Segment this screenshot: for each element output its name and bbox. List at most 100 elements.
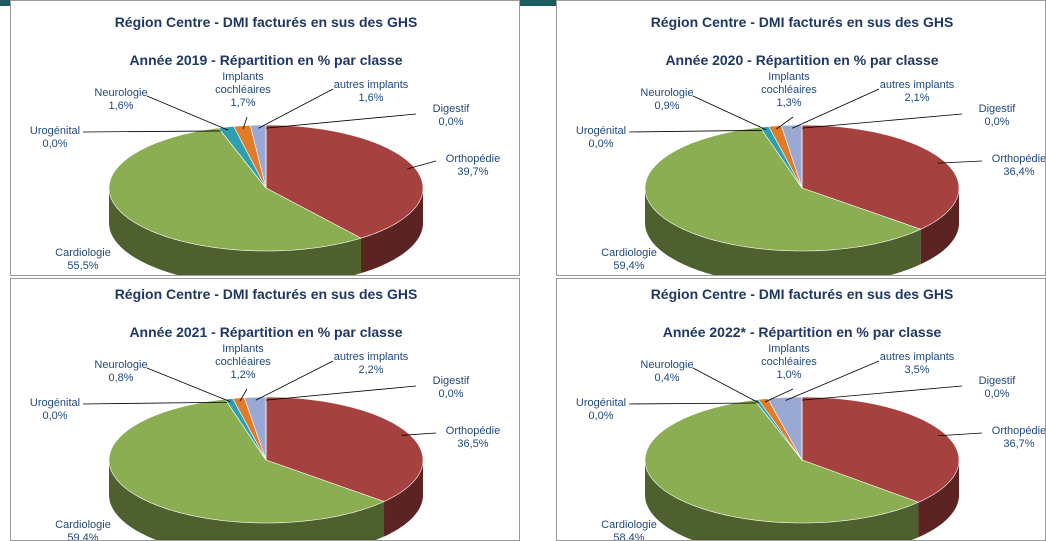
leader-line (628, 402, 757, 405)
leader-line (785, 360, 880, 401)
label-value: 0,0% (984, 388, 1010, 400)
chart: Région Centre - DMI facturés en sus des … (628, 14, 983, 275)
pie-slice (108, 398, 385, 524)
label-category: Digestif (978, 103, 1016, 115)
label-value: 36,5% (457, 438, 489, 450)
label-value: 0,4% (654, 372, 680, 384)
label-category: Orthopédie (991, 425, 1046, 437)
label-category: Neurologie (640, 359, 694, 371)
chart-subtitle: Année 2021 - Répartition en % par classe (129, 324, 402, 340)
leader-line (265, 385, 417, 401)
pie-slice (644, 399, 920, 524)
pie-side (360, 188, 423, 274)
pie-side (384, 460, 423, 537)
label-category: Orthopédie (991, 153, 1046, 165)
slice-label: autres implants 1,6% (321, 79, 421, 105)
label-value: 1,6% (358, 92, 384, 104)
leader-line (692, 367, 759, 404)
slice-label: Urogénital 0,0% (15, 397, 95, 423)
label-value: 1,6% (108, 100, 134, 112)
leader-line (628, 129, 763, 133)
label-value: 59,4% (67, 532, 99, 541)
label-value: 0,0% (984, 116, 1010, 128)
leader-line (801, 385, 963, 401)
pie-slice (801, 124, 960, 230)
slice-label: Implants cochléaires 1,7% (208, 71, 278, 110)
slice-label: Orthopédie 36,4% (974, 153, 1046, 179)
leader-line (239, 388, 248, 402)
label-value: 1,7% (230, 97, 256, 109)
slice-label: Orthopédie 36,7% (974, 425, 1046, 451)
slice-label: Cardiologie 55,5% (38, 247, 128, 273)
slice-label: Urogénital 0,0% (561, 125, 641, 151)
pie-side (109, 188, 361, 275)
label-category: Urogénital (29, 397, 81, 409)
leader-line (265, 113, 417, 129)
label-value: 59,4% (613, 260, 645, 272)
label-value: 2,1% (904, 92, 930, 104)
label-value: 0,8% (108, 372, 134, 384)
pie-side (645, 188, 921, 275)
label-category: Digestif (432, 375, 470, 387)
chart-subtitle: Année 2019 - Répartition en % par classe (129, 52, 402, 68)
label-value: 36,7% (1003, 438, 1035, 450)
chart-panel: Région Centre - DMI facturés en sus des … (10, 0, 520, 276)
slice-label: autres implants 2,2% (321, 351, 421, 377)
label-category: Implants cochléaires (761, 71, 817, 96)
slice-label: Digestif 0,0% (411, 375, 491, 401)
label-category: Neurologie (94, 359, 148, 371)
label-value: 0,0% (438, 116, 464, 128)
chart-title: Région Centre - DMI facturés en sus des … (115, 14, 418, 30)
slice-label: Urogénital 0,0% (15, 125, 95, 151)
pie-side (918, 460, 959, 538)
leader-line (764, 388, 794, 403)
pie-slice (243, 396, 267, 461)
label-value: 36,4% (1003, 166, 1035, 178)
pie-slice (801, 396, 960, 503)
slice-label: Digestif 0,0% (957, 103, 1037, 129)
leader-line (407, 160, 437, 170)
label-value: 3,5% (904, 364, 930, 376)
pie-slice (780, 124, 803, 189)
leader-line (401, 432, 437, 436)
label-category: Urogénital (575, 397, 627, 409)
label-category: Implants cochléaires (761, 343, 817, 368)
slice-label: Digestif 0,0% (411, 103, 491, 129)
slice-label: Cardiologie 59,4% (38, 519, 128, 541)
label-category: Implants cochléaires (215, 343, 271, 368)
label-category: Neurologie (640, 87, 694, 99)
label-category: Orthopédie (445, 425, 501, 437)
chart-subtitle: Année 2020 - Répartition en % par classe (665, 52, 938, 68)
pie-slice (217, 126, 267, 189)
pie-slice (108, 127, 362, 252)
label-value: 0,0% (42, 410, 68, 422)
label-category: autres implants (333, 351, 409, 363)
label-value: 0,0% (588, 410, 614, 422)
leader-line (82, 401, 228, 405)
label-value: 58,4% (613, 532, 645, 541)
label-category: autres implants (879, 351, 955, 363)
label-category: Cardiologie (55, 247, 111, 259)
header-bar (0, 0, 1046, 6)
chart-subtitle: Année 2022* - Répartition en % par class… (663, 324, 942, 340)
leader-line (82, 130, 221, 133)
chart-panel: Région Centre - DMI facturés en sus des … (556, 278, 1046, 541)
chart: Région Centre - DMI facturés en sus des … (82, 14, 437, 275)
chart-title: Région Centre - DMI facturés en sus des … (651, 14, 954, 30)
pie-slice (265, 124, 424, 239)
slice-label: Orthopédie 36,5% (428, 425, 518, 451)
label-category: Digestif (432, 103, 470, 115)
slice-label: Neurologie 0,8% (81, 359, 161, 385)
chart-title: Région Centre - DMI facturés en sus des … (115, 286, 418, 302)
label-value: 1,2% (230, 369, 256, 381)
leader-line (776, 116, 794, 130)
leader-line (255, 360, 334, 401)
pie-slice (233, 125, 267, 189)
slice-label: Neurologie 0,4% (627, 359, 707, 385)
label-value: 0,0% (588, 138, 614, 150)
leader-line (792, 88, 880, 129)
label-value: 2,2% (358, 364, 384, 376)
slice-label: Cardiologie 59,4% (584, 247, 674, 273)
label-category: Urogénital (575, 125, 627, 137)
